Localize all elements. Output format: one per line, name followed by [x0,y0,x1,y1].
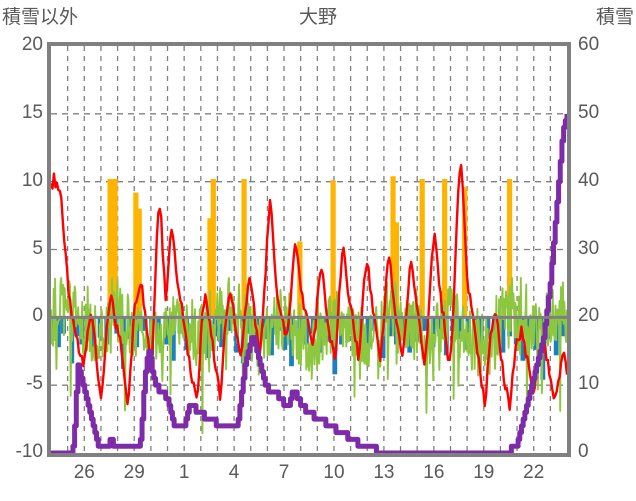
x-axis-tick-label: 19 [473,462,495,483]
y2-axis-tick-label: 10 [578,373,600,395]
sunshine-bar [207,218,213,318]
snow-depth-series [51,113,567,453]
x-axis-tick-label: 13 [373,462,395,483]
sunshine-bar [136,208,142,318]
sunshine-bar [442,178,448,318]
y2-axis-tick-label: 30 [578,237,600,259]
right-axis-title: 積雪 [595,7,634,28]
chart-title: 大野 [298,7,337,28]
y2-axis-tick-label: 20 [578,305,600,327]
precipitation-bar [422,317,428,331]
y2-axis-tick-label: 0 [578,441,589,462]
x-axis-tick-label: 16 [423,462,445,483]
wind-series [51,277,567,435]
precipitation-bar [500,317,506,353]
x-axis-tick-label: 4 [228,462,240,483]
sunshine-bar [506,178,513,318]
sunshine-bar [419,178,425,318]
y2-axis-tick-label: 50 [578,101,600,123]
y-axis-tick-label: 0 [32,305,43,327]
precipitation-bar [437,317,443,337]
y2-axis-tick-label: 60 [578,34,600,55]
sunshine-bar [393,222,399,318]
sunshine-bar [112,178,118,318]
y-axis-tick-label: 5 [32,237,43,259]
y-axis-tick-label: -5 [26,373,43,395]
sunshine-bar [241,178,247,318]
plot-area [51,46,567,453]
y-axis-tick-label: 15 [21,101,43,123]
sunshine-bar [107,178,113,318]
sunshine-bar [210,178,216,318]
y-axis-tick-label: 10 [21,169,43,191]
sunshine-bar [390,176,396,318]
plot-svg [51,46,567,453]
x-axis-tick-label: 10 [323,462,345,483]
x-axis-tick-label: 29 [123,462,145,483]
x-axis-tick-label: 26 [73,462,95,483]
y-axis-tick-label: 20 [21,34,43,55]
sunshine-bar [330,180,336,318]
precipitation-bar [219,317,225,348]
x-axis-tick-label: 7 [278,462,290,483]
precipitation-bar [387,317,393,337]
precipitation-bar [365,317,371,348]
precipitation-bar [269,317,274,356]
sunshine-bar [462,187,468,318]
precipitation-bar [457,317,463,340]
precipitation-bar [170,317,176,361]
precipitation-bar [56,317,61,348]
precipitation-bar [227,317,233,331]
temperature-series [51,163,567,411]
precipitation-bar [560,317,566,337]
sunshine-bar [133,192,139,318]
y2-axis-tick-label: 40 [578,169,600,191]
left-axis-title: 積雪以外 [2,7,79,28]
y-axis-tick-label: -10 [15,441,43,462]
x-axis-tick-label: 1 [178,462,190,483]
x-axis-tick-label: 22 [523,462,545,483]
